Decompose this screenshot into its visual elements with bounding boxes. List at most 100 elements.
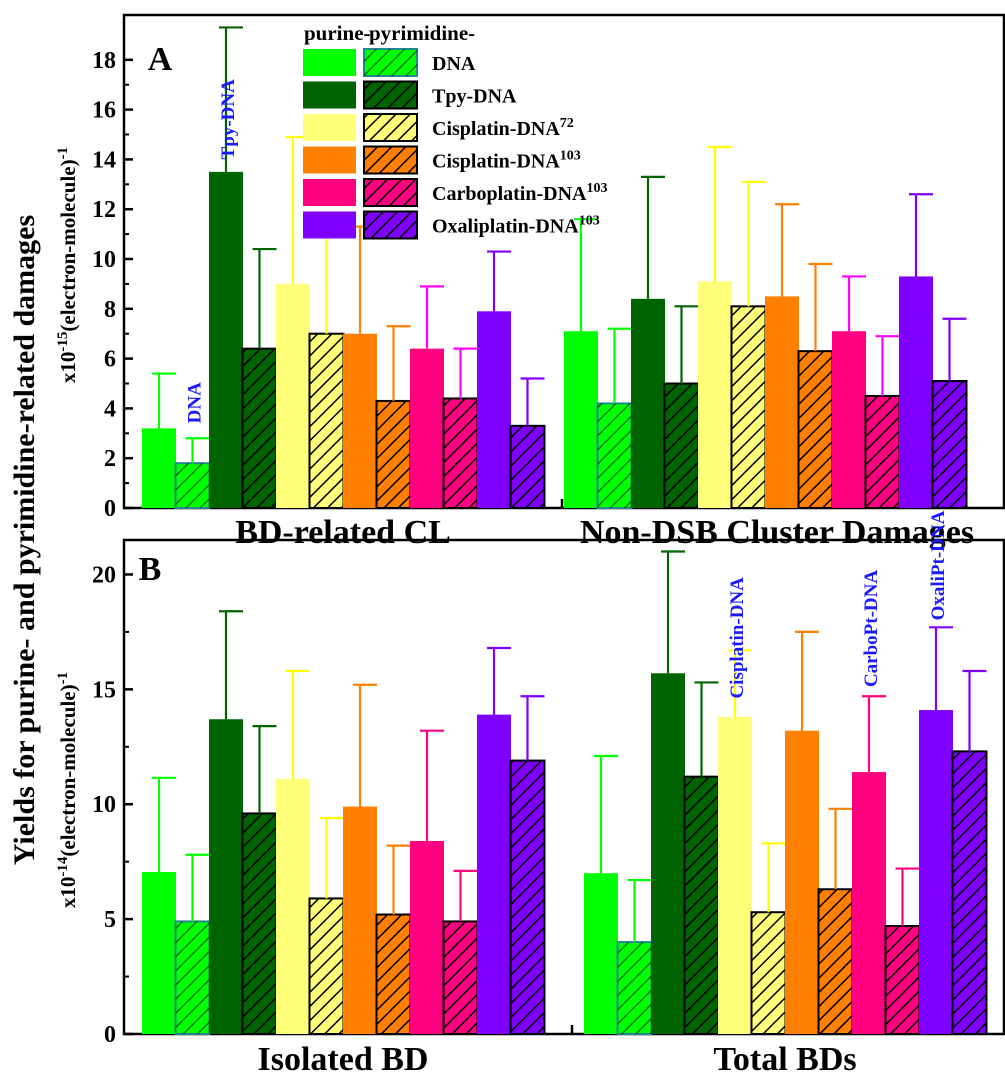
bar [142,428,176,508]
bar [276,778,310,1034]
y-tick-label: 16 [92,98,116,124]
bar-hatch [932,381,967,508]
legend-swatch-purine [303,179,356,206]
category-label: Non-DSB Cluster Damages [580,514,974,551]
bar-hatch [684,776,719,1034]
y-tick-label: 12 [92,197,116,223]
bar [209,171,243,508]
y-tick-label: 5 [104,907,116,933]
y-axis-label: Yields for purine- and pyrimidine-relate… [8,215,41,865]
bar-hatch [175,921,210,1034]
bar-hatch [731,306,766,508]
bar-hatch [798,351,833,508]
legend-label: Oxaliplatin-DNA103 [432,214,600,238]
y-tick-label: 4 [104,396,116,422]
bar-hatch [309,898,344,1034]
bar [410,840,444,1034]
bar-hatch [664,383,699,508]
y-tick-label: 10 [92,792,116,818]
bar [142,872,176,1034]
bar [919,710,953,1034]
bar [832,331,866,508]
legend-label: Cisplatin-DNA103 [432,149,581,173]
y-tick-label: 6 [104,347,116,373]
bar [209,719,243,1034]
bar-hatch [175,463,210,508]
bar [343,806,377,1034]
bar-hatch [376,400,411,508]
y-tick-label: 0 [104,496,116,522]
bar [564,331,598,508]
y-tick-label: 15 [92,677,116,703]
category-label: BD-related CL [235,514,451,551]
bar [276,283,310,508]
bar-hatch [309,333,344,508]
bar [899,276,933,508]
bar-hatch [242,348,277,508]
bar [631,298,665,508]
bar-hatch [865,395,900,508]
legend-swatch-hatch [364,49,417,76]
bar [584,873,618,1034]
panel-a: 0 2 4 6 8 10 12 14 16 18 BD-related CL Non-DSB Clus… [55,13,1005,551]
bar [698,281,732,508]
legend-swatch-purine [303,114,356,141]
category-label: Isolated BD [258,1041,429,1077]
panel-letter: B [139,551,162,588]
legend-swatch-purine [303,49,356,76]
bar-hatch [597,403,632,508]
legend-swatch-hatch [364,146,417,174]
legend-header-purine: purine- [304,21,371,45]
bar-hatch [818,889,853,1034]
bar-hatch [751,912,786,1034]
legend-header-pyrimidine: pyrimidine- [369,21,475,45]
bar-hatch [952,751,987,1034]
legend-swatch-hatch [364,114,417,141]
bar-hatch [510,760,545,1034]
bar [765,296,799,508]
bar [410,348,444,508]
legend-swatch-purine [303,146,356,174]
bar-annotation: Cisplatin-DNA [727,577,748,699]
y-tick-label: 2 [104,446,116,472]
legend-swatch-hatch [364,179,417,206]
legend-label: DNA [432,53,476,75]
bar [651,673,685,1034]
y-tick-label: 20 [92,562,116,588]
bar [343,333,377,508]
bar-annotation: OxaliPt-DNA [928,510,949,620]
bar [477,311,511,508]
legend-label: Tpy-DNA [432,86,517,108]
legend: purine-pyrimidine- DNA Tpy-DNA Cisplatin-DN… [303,21,607,240]
plot-frame [122,538,1005,1036]
y-tick-label: 10 [92,247,116,273]
bar [785,730,819,1034]
bar-annotation: CarboPt-DNA [861,570,882,687]
category-label: Total BDs [713,1041,856,1077]
panel-b: 0 5 10 15 20 Isolated BD Total BDs Cisplatin-DN… [55,510,1005,1077]
bar-hatch [885,926,920,1034]
y-unit-label: x10-14(electron-molecule)-1 [55,672,80,908]
bar-hatch [617,942,652,1034]
bar [718,716,752,1034]
legend-swatch-purine [303,81,356,109]
y-tick-label: 8 [104,297,116,323]
bar-annotation: DNA [185,382,206,423]
panel-letter: A [148,41,173,78]
legend-label: Cisplatin-DNA72 [432,116,574,140]
y-tick-label: 18 [92,48,116,74]
bar-hatch [242,813,277,1034]
legend-label: Carboplatin-DNA103 [432,181,607,205]
bar-hatch [443,398,478,508]
y-tick-label: 14 [92,147,116,173]
bar-hatch [510,425,545,508]
bar [852,772,886,1034]
bar-annotation: Tpy-DNA [218,79,239,160]
legend-swatch-hatch [364,211,417,239]
legend-swatch-purine [303,211,356,239]
bar [477,714,511,1034]
bar-hatch [376,914,411,1034]
legend-swatch-hatch [364,81,417,109]
y-unit-label: x10-15(electron-molecule)-1 [55,147,80,383]
